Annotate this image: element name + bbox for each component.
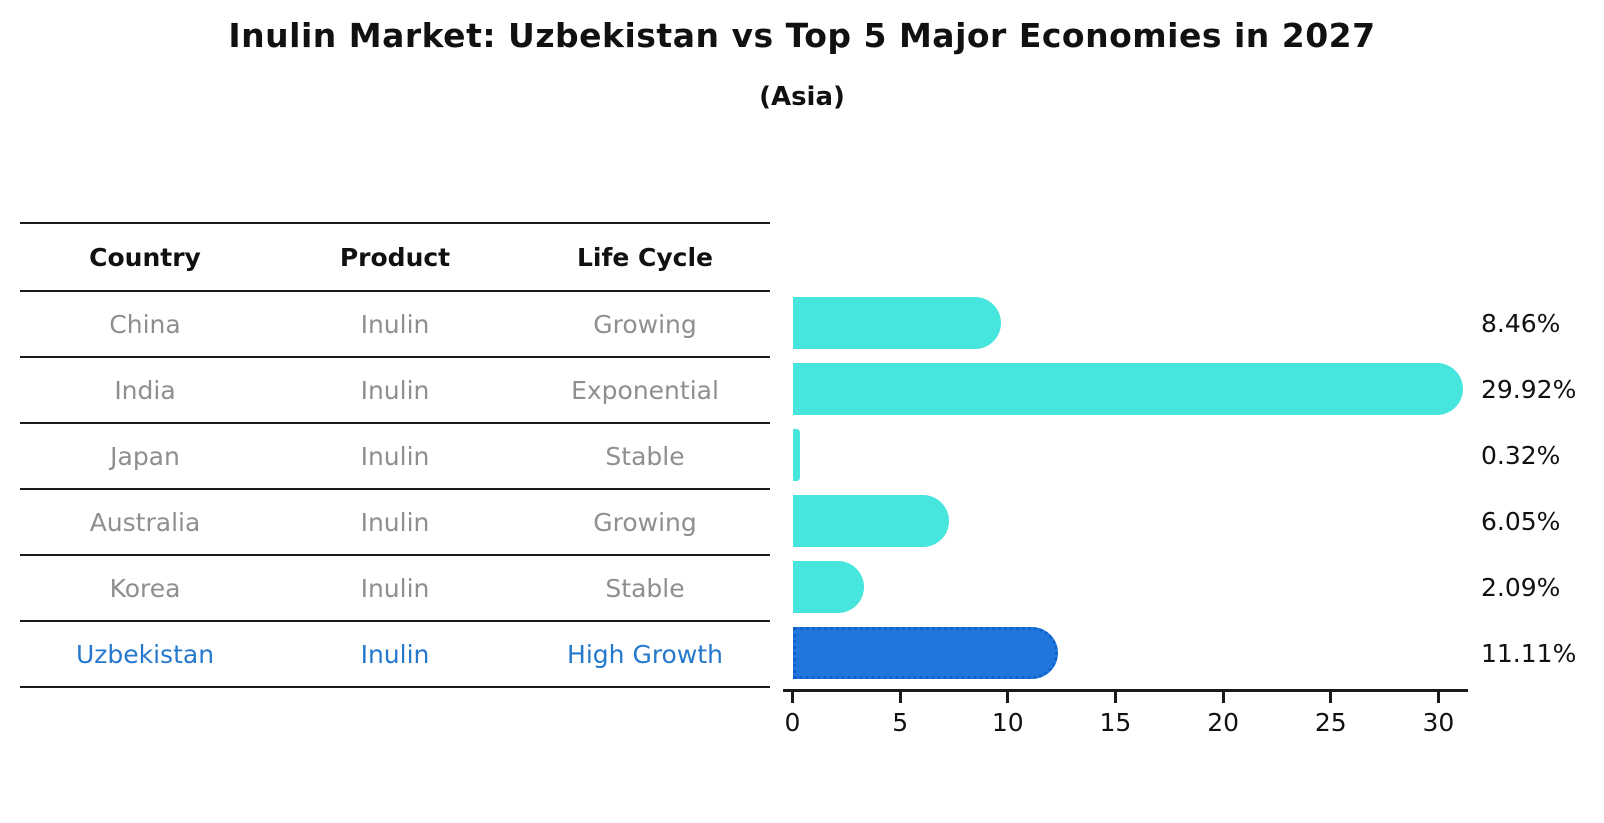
life-cycle-cell: Stable <box>605 441 685 471</box>
value-label-uzbekistan: 11.11% <box>1481 638 1577 668</box>
bar-china <box>793 297 1002 349</box>
x-tick-label-15: 15 <box>1099 708 1132 737</box>
chart-subtitle: (Asia) <box>759 82 845 112</box>
x-tick-mark-10 <box>1006 691 1010 703</box>
product-cell: Inulin <box>360 441 430 471</box>
country-cell: Uzbekistan <box>75 639 215 669</box>
table-row-australia: Australia Inulin Growing <box>20 490 770 556</box>
value-label-australia: 6.05% <box>1481 506 1561 536</box>
column-header-life-cycle: Life Cycle <box>576 242 714 272</box>
table-row-china: China Inulin Growing <box>20 292 770 358</box>
bar-india <box>793 363 1464 415</box>
x-tick-label-20: 20 <box>1207 708 1239 737</box>
x-tick-label-5: 5 <box>892 708 909 737</box>
life-cycle-cell: Stable <box>605 573 685 603</box>
column-header-product: Product <box>339 242 451 272</box>
x-tick-mark-15 <box>1113 691 1117 703</box>
x-tick-mark-0 <box>791 691 794 703</box>
bar-japan <box>793 429 800 481</box>
x-tick-label-25: 25 <box>1314 708 1347 737</box>
product-cell: Inulin <box>360 309 430 339</box>
column-header-country: Country <box>89 242 201 272</box>
x-tick-mark-5 <box>898 691 902 703</box>
country-cell: China <box>109 309 181 339</box>
x-tick-mark-25 <box>1329 691 1333 703</box>
bar-korea <box>793 561 864 613</box>
life-cycle-cell: Growing <box>593 309 697 339</box>
chart-title: Inulin Market: Uzbekistan vs Top 5 Major… <box>228 16 1376 55</box>
x-tick-label-0: 0 <box>784 708 801 737</box>
table-row-india: India Inulin Exponential <box>20 358 770 424</box>
table-row-japan: Japan Inulin Stable <box>20 424 770 490</box>
country-cell: Australia <box>89 507 201 537</box>
value-label-korea: 2.09% <box>1481 572 1561 602</box>
life-cycle-cell: Exponential <box>571 375 719 405</box>
product-cell: Inulin <box>360 507 430 537</box>
value-label-china: 8.46% <box>1481 308 1561 338</box>
table-row-uzbekistan: Uzbekistan Inulin High Growth <box>20 622 770 688</box>
value-label-japan: 0.32% <box>1481 440 1561 470</box>
x-tick-label-30: 30 <box>1422 708 1455 737</box>
table-body: China Inulin Growing India Inulin Exponential… <box>20 292 770 688</box>
x-tick-mark-20 <box>1221 691 1225 703</box>
x-axis-line <box>783 689 1468 692</box>
comparison-table: Country Product Life Cycle China Inulin Gr… <box>20 222 770 688</box>
product-cell: Inulin <box>360 639 430 669</box>
x-tick-label-10: 10 <box>991 708 1024 737</box>
table-header-row: Country Product Life Cycle <box>20 222 770 292</box>
product-cell: Inulin <box>360 573 430 603</box>
table-row-korea: Korea Inulin Stable <box>20 556 770 622</box>
x-tick-mark-30 <box>1436 691 1440 703</box>
product-cell: Inulin <box>360 375 430 405</box>
life-cycle-cell: High Growth <box>567 639 723 669</box>
bar-australia <box>793 495 950 547</box>
country-cell: Korea <box>109 573 181 603</box>
country-cell: Japan <box>110 441 180 471</box>
country-cell: India <box>114 375 176 405</box>
bar-uzbekistan <box>793 627 1059 679</box>
life-cycle-cell: Growing <box>593 507 697 537</box>
value-label-india: 29.92% <box>1481 374 1577 404</box>
